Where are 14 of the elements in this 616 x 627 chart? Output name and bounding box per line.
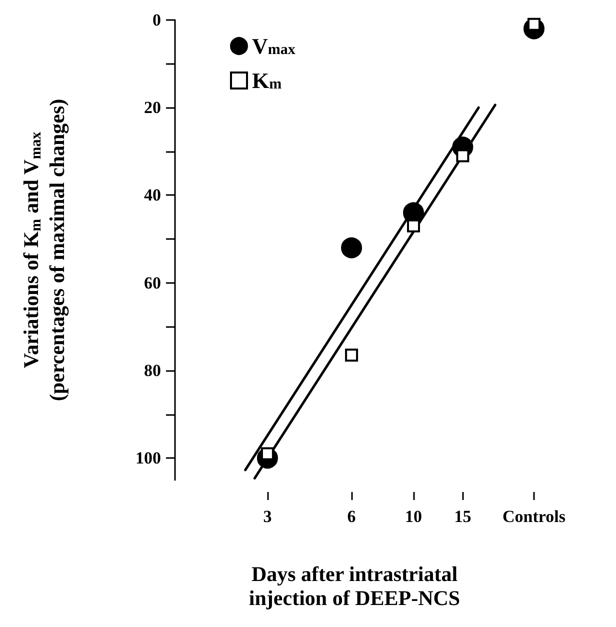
x-tick-label: 3 (263, 507, 272, 526)
x-tick-label: 15 (454, 507, 472, 526)
x-tick-label: 10 (405, 507, 422, 526)
y-tick-label: 40 (144, 186, 161, 205)
legend-label: Vmax (252, 34, 296, 58)
legend-label: Km (252, 68, 282, 93)
y-tick-label: 20 (144, 98, 161, 118)
x-tick-label: Controls (502, 507, 566, 526)
y-tick-label: 0 (152, 10, 161, 30)
y-tick-label: 60 (144, 273, 161, 292)
y-tick-label: 100 (136, 448, 161, 468)
x-tick-label: 6 (347, 507, 356, 526)
y-tick-label: 80 (144, 360, 161, 380)
x-axis-title: Days after intrastriatal injection of DEEP-NCS (248, 562, 460, 610)
